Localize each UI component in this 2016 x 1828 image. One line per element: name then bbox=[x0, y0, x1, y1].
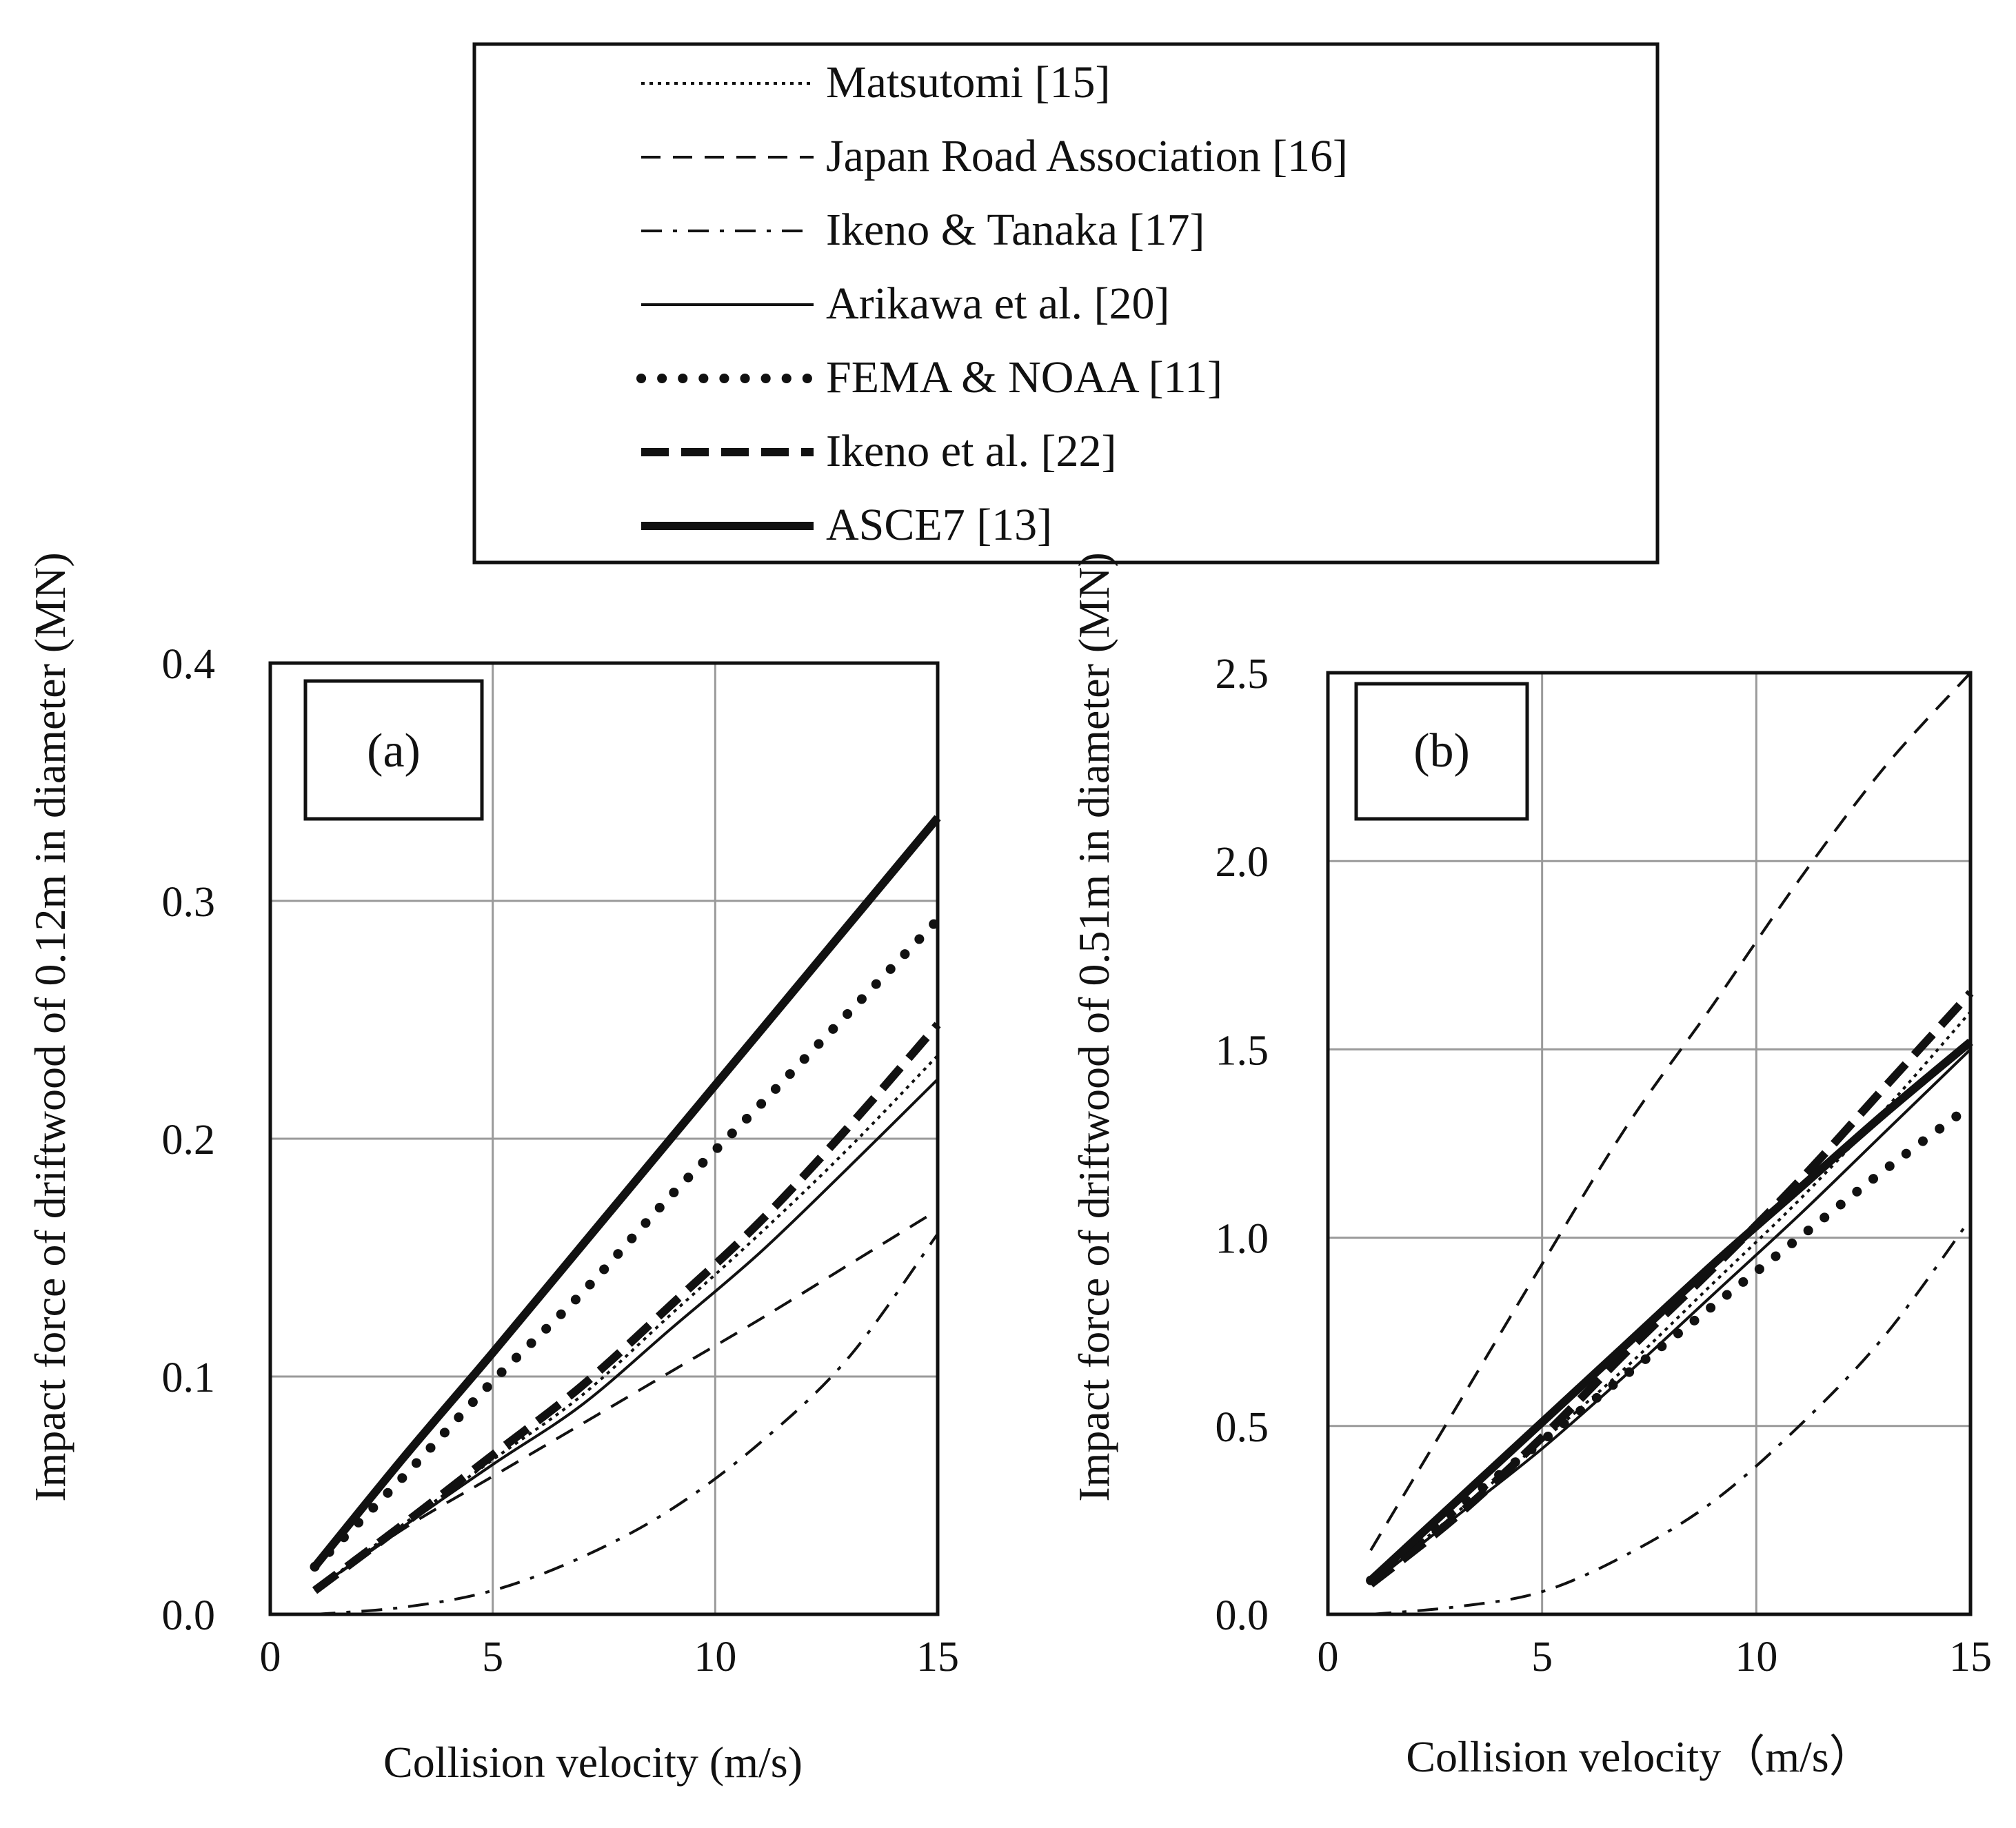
legend-label-matsutomi: Matsutomi [15] bbox=[826, 57, 1110, 108]
chart-b-x-tick-label: 15 bbox=[1949, 1634, 1992, 1680]
chart-a-series-ikeno_tanaka bbox=[314, 1232, 939, 1616]
chart-b-series-ikeno bbox=[1368, 990, 1974, 1588]
chart-a-series-fema bbox=[310, 915, 943, 1572]
chart-b-y-tick-label: 0.5 bbox=[1216, 1404, 1269, 1451]
chart-b-plot-frame bbox=[1326, 671, 1973, 1616]
chart-b-panel-label: (b) bbox=[1413, 724, 1470, 778]
chart-b-y-axis-title: Impact force of driftwood of 0.51m in di… bbox=[1069, 552, 1118, 1501]
chart-a-plot-frame bbox=[268, 661, 940, 1616]
chart-b-series-ikeno_tanaka bbox=[1370, 1218, 1972, 1616]
chart-a-y-tick-label: 0.1 bbox=[162, 1354, 216, 1401]
chart-b-series-asce7 bbox=[1368, 1038, 1973, 1584]
chart-b-y-tick-label: 2.0 bbox=[1216, 839, 1269, 886]
chart-panel-b: 0 5 10 15 0.0 0.5 1.0 1.5 2.0 2.5 (b) Collision v… bbox=[1069, 552, 1992, 1781]
legend-label-fema: FEMA & NOAA [11] bbox=[826, 352, 1222, 403]
chart-b-panel-label-frame bbox=[1354, 682, 1529, 821]
chart-a-y-tick-label: 0.2 bbox=[162, 1117, 216, 1164]
chart-b-x-tick-label: 5 bbox=[1531, 1634, 1553, 1680]
legend-label-ikeno: Ikeno et al. [22] bbox=[826, 426, 1117, 476]
chart-b-y-tick-label: 0.0 bbox=[1216, 1592, 1269, 1639]
chart-b-y-tick-label: 1.5 bbox=[1216, 1027, 1269, 1074]
chart-a-panel-label-frame bbox=[303, 679, 484, 821]
chart-a-ticks: 0 5 10 15 0.0 0.1 0.2 0.3 0.4 bbox=[162, 641, 960, 1680]
chart-b-x-tick-label: 10 bbox=[1735, 1634, 1777, 1680]
chart-b-y-tick-label: 1.0 bbox=[1216, 1216, 1269, 1263]
legend-label-arikawa: Arikawa et al. [20] bbox=[826, 278, 1169, 329]
chart-panel-a: 0 5 10 15 0.0 0.1 0.2 0.3 0.4 (a) Collision velo… bbox=[26, 552, 959, 1787]
chart-a-y-tick-label: 0.3 bbox=[162, 879, 216, 926]
chart-b-grid bbox=[1328, 673, 1970, 1614]
legend: Matsutomi [15] Japan Road Association [16… bbox=[472, 42, 1660, 565]
chart-a-x-tick-label: 10 bbox=[694, 1634, 736, 1680]
legend-label-jra: Japan Road Association [16] bbox=[826, 131, 1348, 181]
chart-b-x-tick-label: 0 bbox=[1318, 1634, 1339, 1680]
chart-a-x-tick-label: 0 bbox=[260, 1634, 281, 1680]
chart-a-series bbox=[310, 815, 943, 1616]
chart-b-series bbox=[1366, 671, 1975, 1616]
legend-label-ikeno_tanaka: Ikeno & Tanaka [17] bbox=[826, 205, 1204, 255]
chart-b-x-axis-title: Collision velocity（m/s） bbox=[1406, 1732, 1873, 1781]
legend-label-asce7: ASCE7 [13] bbox=[826, 500, 1052, 550]
chart-b-series-jra bbox=[1369, 671, 1972, 1552]
chart-a-y-axis-title: Impact force of driftwood of 0.12m in di… bbox=[26, 552, 74, 1501]
chart-a-x-tick-label: 15 bbox=[916, 1634, 959, 1680]
chart-a-panel-label-box: (a) bbox=[303, 679, 484, 821]
chart-b-ticks: 0 5 10 15 0.0 0.5 1.0 1.5 2.0 2.5 bbox=[1216, 651, 1993, 1680]
chart-a-x-tick-label: 5 bbox=[482, 1634, 503, 1680]
chart-a-series-asce7 bbox=[311, 815, 941, 1570]
chart-b-panel-label-box: (b) bbox=[1354, 682, 1529, 821]
chart-a-panel-label: (a) bbox=[367, 724, 421, 778]
chart-a-y-tick-label: 0.0 bbox=[162, 1592, 216, 1639]
chart-b-y-tick-label: 2.5 bbox=[1216, 651, 1269, 698]
chart-a-series-ikeno bbox=[312, 1022, 941, 1594]
chart-a-x-axis-title: Collision velocity (m/s) bbox=[383, 1738, 803, 1787]
chart-a-y-tick-label: 0.4 bbox=[162, 641, 216, 688]
chart-b-series-fema bbox=[1366, 1101, 1975, 1585]
chart-a-series-jra bbox=[314, 1208, 939, 1592]
